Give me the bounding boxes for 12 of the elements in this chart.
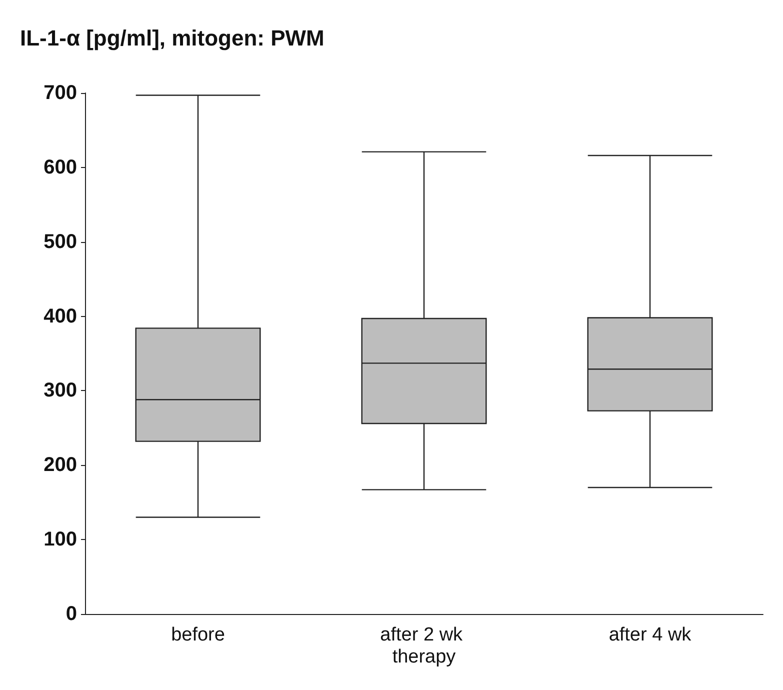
x-tick-label: after 4 wk: [608, 624, 692, 646]
y-tick-label: 600: [44, 156, 77, 178]
y-tick-label: 0: [66, 603, 77, 625]
y-tick-label: 200: [44, 454, 77, 476]
y-tick-label: 500: [44, 230, 77, 253]
y-tick-label: 300: [44, 380, 77, 402]
y-tick-label: 400: [44, 305, 77, 328]
y-tick-label: 700: [44, 82, 77, 104]
y-tick-label: 100: [44, 528, 77, 551]
chart-title: IL-1-α [pg/ml], mitogen: PWM: [20, 26, 324, 50]
x-tick-label: after 2 wk therapy: [380, 624, 468, 668]
x-tick-label: before: [171, 624, 225, 646]
